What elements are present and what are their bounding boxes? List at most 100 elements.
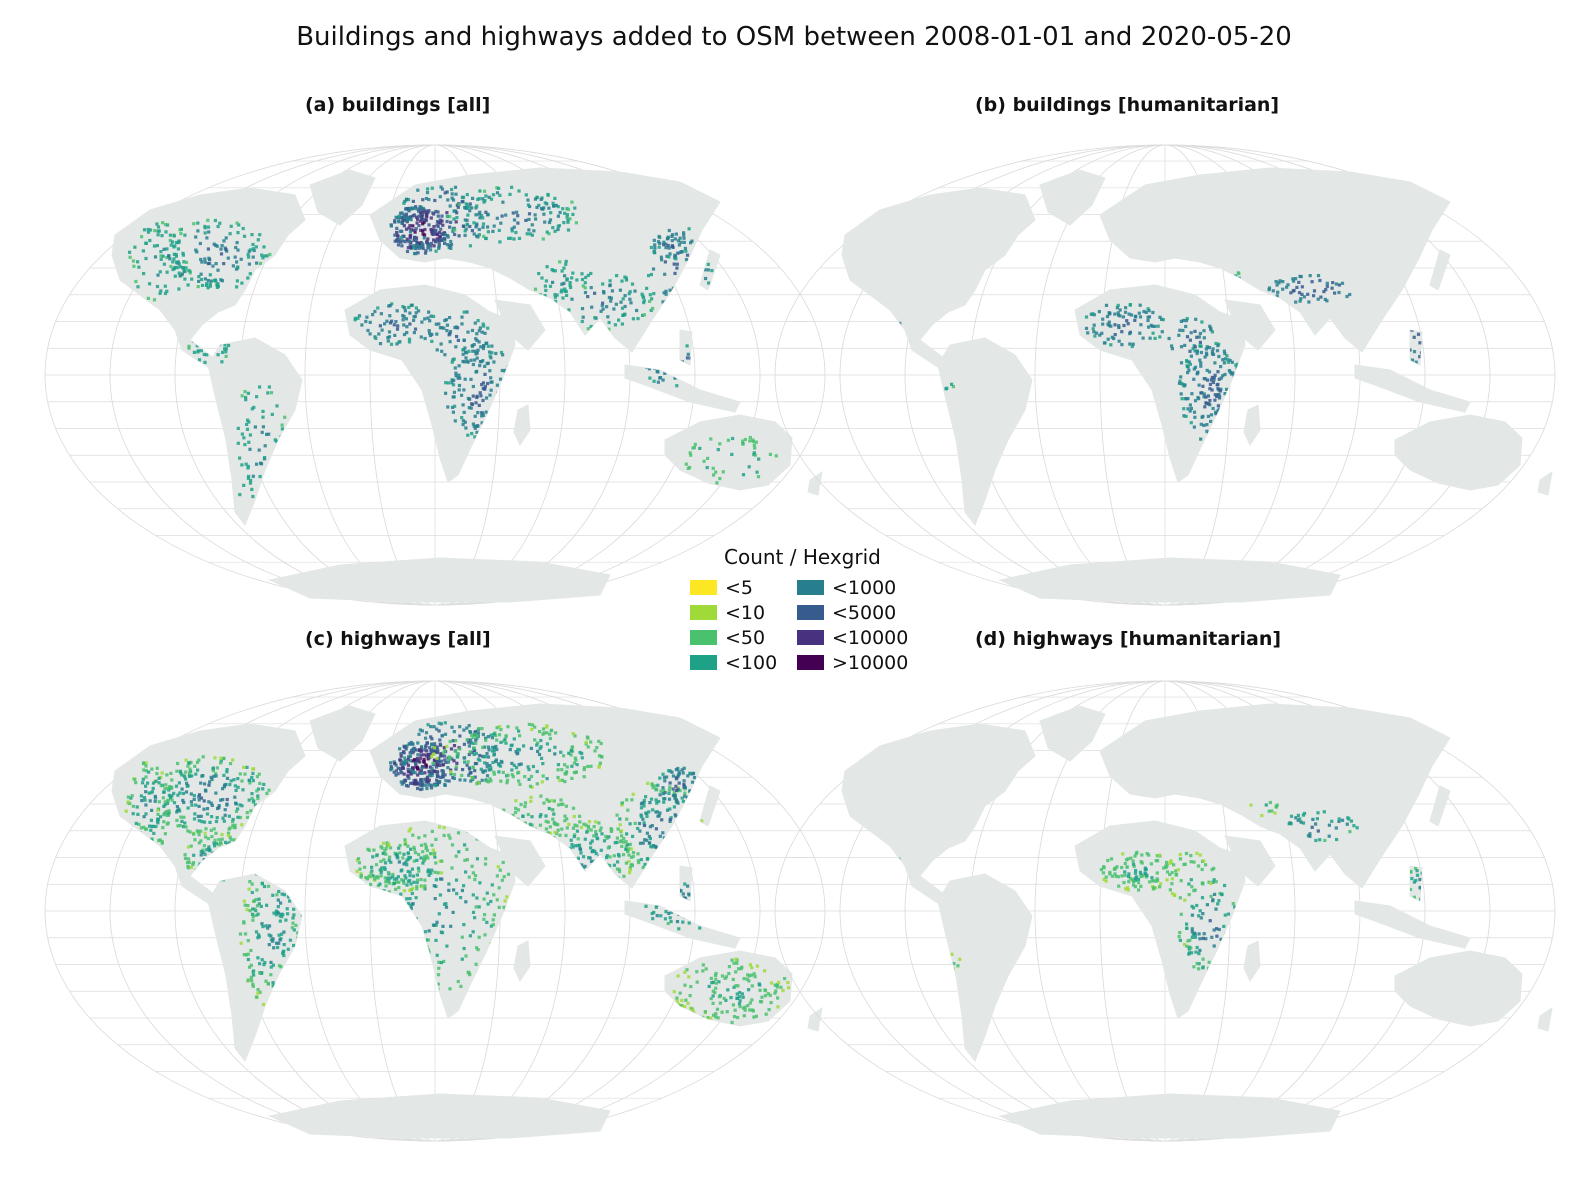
density-hex [615,813,619,817]
density-hex [383,861,388,865]
density-hex [242,234,247,238]
density-hex [1131,859,1135,863]
density-hex [709,976,713,980]
density-hex [211,769,215,773]
density-hex [412,749,416,753]
density-hex [706,899,710,903]
density-hex [247,474,251,478]
density-hex [238,815,242,820]
density-hex [664,885,668,889]
density-hex [537,272,541,276]
density-hex [463,233,467,237]
density-hex [538,730,542,734]
density-hex [444,779,448,783]
density-hex [1296,813,1300,817]
density-hex [1117,339,1121,343]
density-hex [734,957,738,961]
density-hex [499,728,503,732]
density-hex [1209,419,1213,423]
density-hex [492,360,496,364]
density-hex [248,781,252,785]
density-hex [451,405,455,409]
density-hex [550,268,554,272]
density-hex [418,728,422,732]
density-hex [541,762,545,766]
density-hex [729,996,733,1000]
density-hex [735,961,739,965]
density-hex [420,783,424,787]
density-hex [737,967,741,971]
density-hex [539,813,543,817]
density-hex [425,741,429,745]
density-hex [1419,897,1423,901]
density-hex [533,725,537,729]
density-hex [448,332,452,336]
density-hex [172,257,176,261]
density-hex [510,372,514,376]
density-hex [479,968,484,972]
density-hex [1223,392,1227,396]
density-hex [659,789,663,793]
density-hex [510,376,514,380]
density-hex [480,421,484,425]
density-hex [261,256,265,260]
density-hex [1205,353,1209,357]
density-hex [462,742,466,746]
density-hex [783,977,787,981]
density-hex [491,760,495,765]
density-hex [685,344,689,348]
density-hex [262,245,266,249]
density-hex [1409,870,1413,874]
density-hex [1125,319,1129,323]
density-hex [440,349,444,353]
density-hex [384,919,388,923]
density-hex [1208,968,1212,972]
density-hex [717,980,721,984]
density-hex [1178,938,1182,942]
density-hex [244,395,248,400]
density-hex [453,232,457,237]
density-hex [1120,330,1124,334]
density-hex [229,849,233,853]
density-hex [600,832,604,836]
density-hex [657,234,661,239]
density-hex [251,982,255,986]
density-hex [694,804,698,808]
density-hex [569,748,573,753]
density-hex [1130,344,1134,349]
density-hex [1133,314,1137,318]
density-hex [510,229,514,233]
density-hex [381,941,385,946]
density-hex [178,823,182,828]
density-hex [679,240,683,244]
density-hex [1289,814,1294,818]
density-hex [681,771,685,775]
density-hex [1188,409,1192,413]
density-hex [227,343,231,348]
density-hex [274,913,278,917]
density-hex [239,860,243,864]
density-hex [397,214,401,218]
density-hex [1091,312,1095,316]
density-hex [189,865,193,869]
density-hex [726,438,730,442]
density-hex [228,852,232,857]
density-hex [242,953,246,957]
density-hex [139,826,143,830]
density-hex [1204,401,1208,405]
density-hex [566,220,570,224]
density-hex [466,330,470,334]
density-hex [446,760,451,764]
density-hex [212,862,216,867]
density-hex [209,279,213,283]
density-hex [717,995,722,999]
density-hex [275,999,279,1003]
density-hex [679,889,683,893]
density-hex [402,751,406,755]
density-hex [417,209,421,213]
density-hex [416,753,420,757]
landmass-madagascar [513,940,531,983]
density-hex [687,289,691,293]
density-hex [662,240,666,244]
density-hex [629,301,633,305]
